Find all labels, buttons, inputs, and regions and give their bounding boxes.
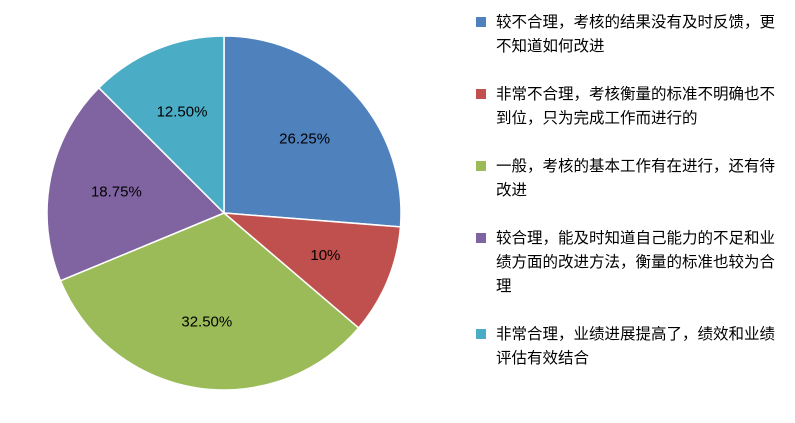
legend-label: 一般，考核的基本工作有在进行，还有待改进 [496, 157, 776, 199]
pie-data-label: 32.50% [181, 313, 232, 330]
legend: 较不合理，考核的结果没有及时反馈，更不知道如何改进 非常不合理，考核衡量的标准不… [474, 10, 784, 370]
legend-item: 非常不合理，考核衡量的标准不明确也不到位，只为完成工作而进行的 [474, 82, 784, 130]
pie-slice [223, 35, 402, 228]
pie-data-labels: 26.25% 10% 32.50% 18.75% 12.50% [91, 104, 340, 331]
legend-item: 一般，考核的基本工作有在进行，还有待改进 [474, 154, 784, 202]
legend-swatch [476, 161, 486, 171]
legend-label: 较不合理，考核的结果没有及时反馈，更不知道如何改进 [496, 13, 776, 55]
pie-slice [221, 212, 402, 330]
pie-data-label: 12.50% [157, 104, 208, 121]
legend-swatch [476, 17, 486, 27]
pie-slice [46, 86, 226, 282]
legend-label: 较合理，能及时知道自己能力的不足和业绩方面的改进方法，衡量的标准也较为合理 [496, 229, 776, 295]
pie-slice [97, 35, 225, 215]
pie-chart: 26.25% 10% 32.50% 18.75% 12.50% [46, 35, 402, 391]
pie-data-label: 18.75% [91, 184, 142, 201]
pie-data-label: 26.25% [279, 131, 330, 148]
legend-label: 非常不合理，考核衡量的标准不明确也不到位，只为完成工作而进行的 [496, 85, 776, 127]
legend-swatch [476, 233, 486, 243]
legend-item: 较不合理，考核的结果没有及时反馈，更不知道如何改进 [474, 10, 784, 58]
pie-data-label: 10% [310, 247, 340, 264]
legend-swatch [476, 89, 486, 99]
legend-item: 较合理，能及时知道自己能力的不足和业绩方面的改进方法，衡量的标准也较为合理 [474, 226, 784, 298]
pie-slices [46, 35, 402, 391]
legend-swatch [476, 329, 486, 339]
legend-label: 非常合理，业绩进展提高了，绩效和业绩评估有效结合 [496, 325, 776, 367]
legend-item: 非常合理，业绩进展提高了，绩效和业绩评估有效结合 [474, 322, 784, 370]
pie-slice [59, 212, 360, 391]
